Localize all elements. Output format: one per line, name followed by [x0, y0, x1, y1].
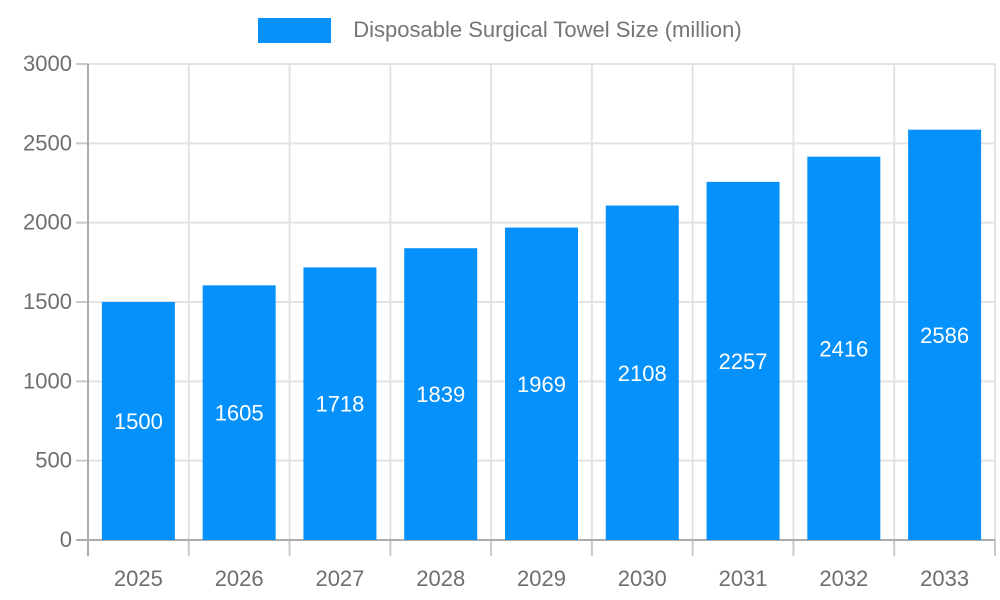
bar-value-label: 1969: [517, 372, 566, 397]
bar-value-label: 1500: [114, 409, 163, 434]
bar: [404, 248, 478, 540]
bar-value-label: 1605: [215, 401, 264, 426]
bar: [202, 285, 276, 540]
bar-value-label: 2416: [819, 336, 868, 361]
y-tick-label: 1000: [23, 368, 72, 393]
bar: [505, 227, 578, 540]
bar-value-label: 2257: [719, 349, 768, 374]
bar-value-label: 1718: [315, 392, 364, 417]
bar: [807, 156, 881, 541]
y-tick-label: 500: [35, 448, 72, 473]
x-category-label: 2031: [719, 566, 768, 591]
bar-value-label: 2586: [920, 323, 969, 348]
y-tick-label: 1500: [23, 289, 72, 314]
x-axis-labels: 2025 2026 2027 2028 2029 2030 2031 2032 2033: [114, 566, 969, 591]
bar: [706, 181, 780, 540]
y-axis-labels: 0 500 1000 1500 2000 2500 3000: [23, 51, 72, 552]
x-category-label: 2027: [315, 566, 364, 591]
legend-label: Disposable Surgical Towel Size (million): [353, 17, 742, 42]
bar: [908, 129, 982, 541]
bar-series: [101, 129, 982, 541]
y-tick-label: 0: [60, 527, 72, 552]
y-tick-label: 2500: [23, 130, 72, 155]
y-tick-label: 3000: [23, 51, 72, 76]
x-category-label: 2030: [618, 566, 667, 591]
y-tick-label: 2000: [23, 210, 72, 235]
x-category-label: 2029: [517, 566, 566, 591]
x-category-label: 2028: [416, 566, 465, 591]
bar: [605, 205, 679, 540]
bar-value-label: 1839: [416, 382, 465, 407]
x-category-label: 2025: [114, 566, 163, 591]
bar-value-label: 2108: [618, 361, 667, 386]
bar-value-labels: 1500 1605 1718 1839 1969 2108 2257 2416 2586: [114, 323, 969, 434]
bar: [303, 267, 377, 540]
legend-swatch: [258, 17, 332, 43]
x-category-label: 2026: [215, 566, 264, 591]
bar: [101, 302, 175, 540]
x-category-label: 2033: [920, 566, 969, 591]
legend: Disposable Surgical Towel Size (million): [0, 14, 1000, 46]
x-category-label: 2032: [819, 566, 868, 591]
